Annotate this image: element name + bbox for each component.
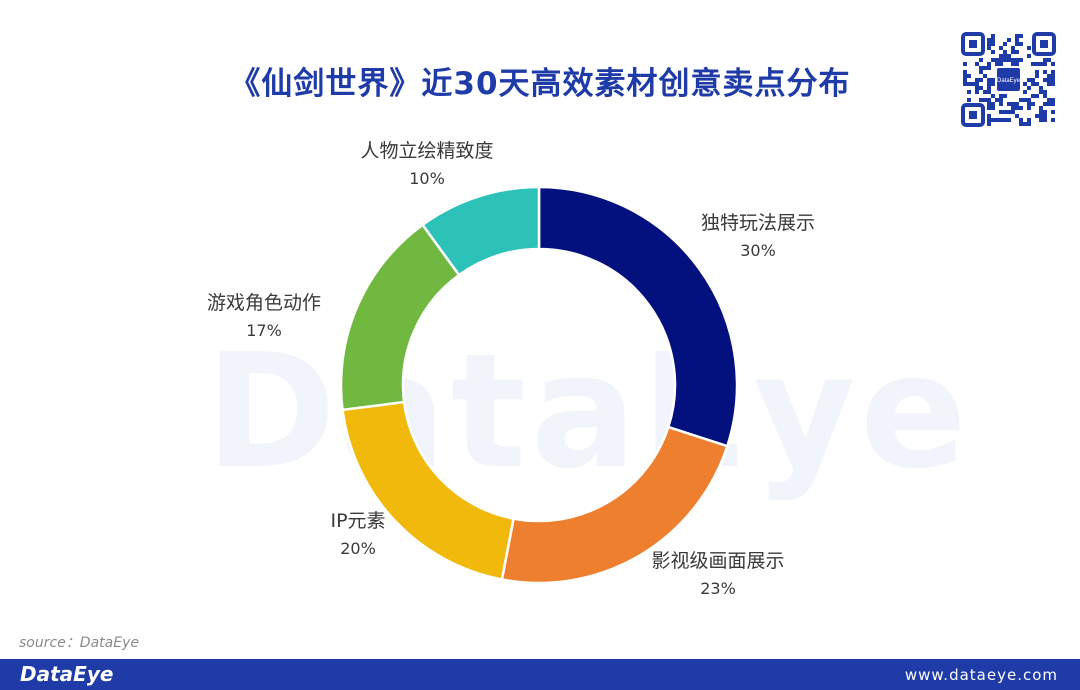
- chart-title: 《仙剑世界》近30天高效素材创意卖点分布: [229, 66, 851, 102]
- source-note: source：DataEye: [19, 635, 139, 651]
- slice-value-label-5: 10%: [409, 169, 445, 188]
- qr-code-icon: DataEye: [960, 31, 1057, 128]
- donut-chart: 独特玩法展示 30% 影视级画面展示 23% IP元素 20% 游戏角色动作 17% 人物立绘精…: [207, 140, 815, 598]
- slice-label-5: 人物立绘精致度: [360, 140, 493, 162]
- slice-label-3: IP元素: [330, 510, 385, 532]
- slice-value-label-1: 30%: [740, 241, 776, 260]
- slice-label-2: 影视级画面展示: [651, 550, 784, 572]
- footer-url[interactable]: www.dataeye.com: [904, 666, 1058, 684]
- slice-label-1: 独特玩法展示: [701, 212, 815, 234]
- qr-badge-label: DataEye: [997, 78, 1021, 84]
- footer-logo: DataEye: [20, 662, 114, 686]
- donut-slice-5: [420, 185, 541, 277]
- watermark: DataEye: [205, 320, 972, 504]
- slice-value-label-2: 23%: [700, 579, 736, 598]
- slice-label-4: 游戏角色动作: [207, 292, 321, 314]
- slice-value-label-4: 17%: [246, 321, 282, 340]
- footer-bar: DataEye www.dataeye.com: [0, 659, 1080, 690]
- slice-value-label-3: 20%: [340, 539, 376, 558]
- donut-slice-1: [537, 185, 739, 448]
